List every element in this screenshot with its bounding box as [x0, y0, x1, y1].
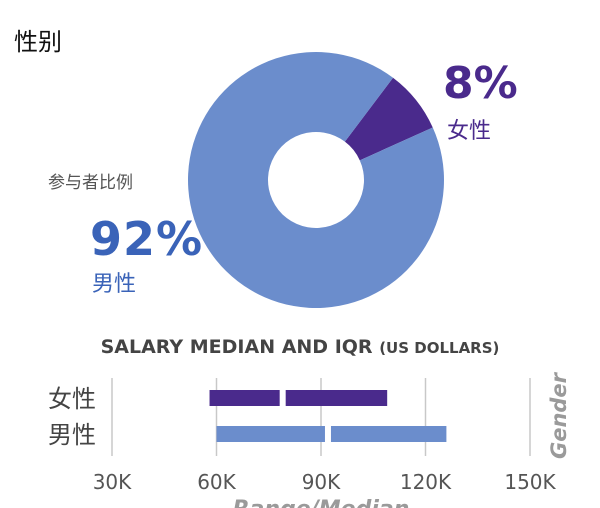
salary-chart-title: SALARY MEDIAN AND IQR (US DOLLARS) — [0, 336, 600, 358]
section-title: 性别 — [14, 28, 62, 56]
range-bar-upper-1 — [330, 426, 447, 442]
female-label: 女性 — [447, 119, 492, 144]
male-label: 男性 — [92, 272, 137, 297]
donut-slice-male — [188, 52, 444, 309]
donut-chart — [188, 52, 444, 309]
x-tick-label: 90K — [302, 470, 341, 494]
y-axis-label: Gender — [547, 371, 571, 459]
donut-slice-female — [344, 77, 433, 161]
category-label: 女性 — [48, 385, 96, 413]
salary-chart-title-main: SALARY MEDIAN AND IQR — [100, 336, 373, 358]
x-tick-label: 150K — [504, 470, 556, 494]
female-percentage: 8% — [443, 58, 518, 109]
x-tick-label: 30K — [93, 470, 132, 494]
x-axis-label: Range/Median — [233, 497, 410, 508]
category-label: 男性 — [48, 421, 96, 449]
range-bar-lower-0 — [209, 390, 280, 406]
x-tick-label: 120K — [400, 470, 452, 494]
salary-chart-title-unit: (US DOLLARS) — [379, 339, 500, 357]
male-percentage: 92% — [90, 212, 204, 266]
range-bar-upper-0 — [285, 390, 388, 406]
x-tick-label: 60K — [197, 470, 236, 494]
range-bar-lower-1 — [216, 426, 325, 442]
participants-label: 参与者比例 — [48, 173, 133, 193]
